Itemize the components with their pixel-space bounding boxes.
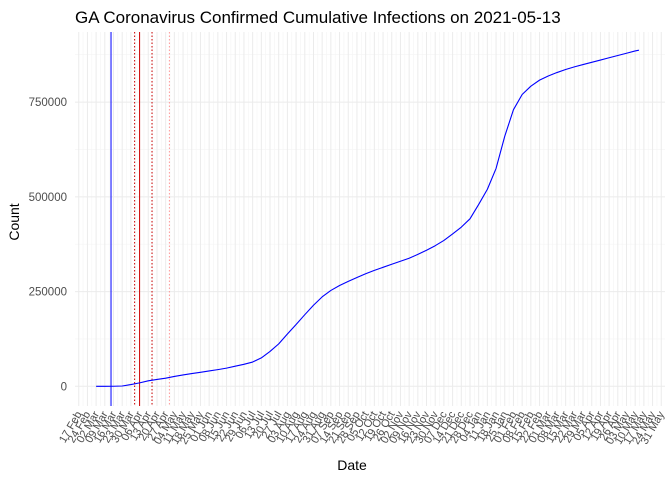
- reference-lines: [110, 32, 170, 406]
- x-axis-title: Date: [337, 457, 367, 473]
- minor-gridlines: [75, 32, 665, 406]
- major-gridlines: [75, 32, 665, 406]
- y-tick-label: 750000: [29, 97, 67, 109]
- y-axis-ticks: 0 250000 500000 750000: [29, 97, 67, 393]
- series-group: [96, 49, 640, 387]
- chart-title: GA Coronavirus Confirmed Cumulative Infe…: [75, 8, 561, 27]
- y-tick-label: 0: [61, 381, 67, 393]
- y-tick-label: 500000: [29, 192, 67, 204]
- series-line: [96, 49, 640, 387]
- y-axis-title: Count: [6, 203, 22, 240]
- y-tick-label: 250000: [29, 287, 67, 299]
